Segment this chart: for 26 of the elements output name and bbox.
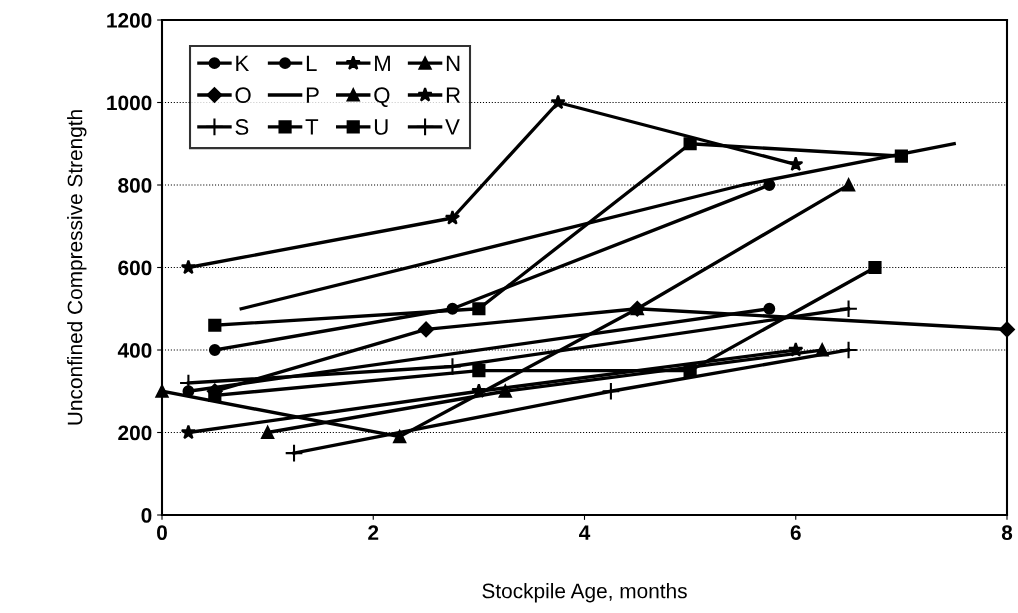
- y-tick-label: 600: [118, 260, 152, 276]
- legend-label: V: [445, 119, 460, 135]
- legend-label: L: [306, 55, 317, 71]
- y-tick-label: 0: [141, 508, 152, 523]
- y-tick-label: 800: [118, 178, 152, 193]
- legend-label: Q: [374, 87, 390, 107]
- legend-label: T: [305, 119, 319, 135]
- legend-label: K: [236, 55, 250, 71]
- x-axis-title: Stockpile Age, months: [482, 583, 687, 603]
- y-tick-label: 400: [117, 343, 152, 358]
- y-tick-label: 200: [118, 425, 152, 441]
- legend-label: M: [375, 55, 390, 71]
- y-tick-label: 1000: [107, 95, 152, 111]
- x-tick-label: 6: [790, 525, 801, 541]
- y-tick-label: 1200: [107, 13, 152, 28]
- x-tick-label: 8: [1001, 525, 1013, 541]
- legend-label: S: [235, 119, 249, 135]
- legend-label: U: [374, 119, 388, 135]
- legend-label: N: [446, 55, 460, 71]
- legend-label: O: [235, 87, 251, 103]
- legend-label: P: [306, 87, 319, 103]
- legend-label: R: [446, 87, 461, 103]
- y-axis-title: Unconfined Compressive Strength: [67, 110, 87, 425]
- x-tick-label: 0: [157, 525, 167, 541]
- x-tick-label: 2: [368, 525, 379, 540]
- x-tick-label: 4: [579, 525, 591, 540]
